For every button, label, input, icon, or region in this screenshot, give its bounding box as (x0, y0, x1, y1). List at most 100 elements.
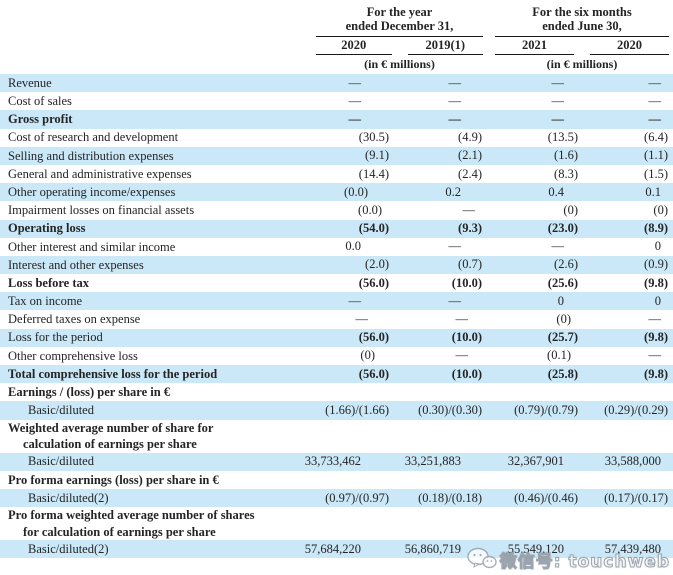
row-label-line1: Pro forma weighted average number of sha… (8, 508, 255, 523)
row-label-line1: Basic/diluted (28, 454, 94, 469)
row-label: General and administrative expenses (0, 166, 310, 183)
table-row: Cost of research and development (30.5) … (0, 129, 673, 147)
cell-year-2020: (56.0) (358, 275, 389, 290)
cell-six-months-2021: 55,549,120 (507, 541, 564, 556)
cell-year-2019: (9.3) (458, 221, 482, 236)
table-row: Selling and distribution expenses (9.1) … (0, 146, 673, 165)
table-row: Cost of sales — — — — (0, 92, 673, 110)
year-labels: 2020 2019(1) (316, 37, 483, 55)
cell-year-2019: — (448, 111, 462, 126)
row-label-line1: Loss for the period (8, 330, 103, 345)
row-label: Weighted average number of share for cal… (0, 420, 310, 453)
table-row: Pro forma earnings (loss) per share in € (0, 471, 673, 489)
row-label-line1: Cost of sales (8, 94, 72, 109)
cell-six-months-2021: (0) (563, 202, 578, 217)
cell-six-months-2020: (9.8) (644, 366, 668, 381)
row-label: Basic/diluted(2) (0, 490, 310, 507)
cell-year-2019: (10.0) (451, 366, 482, 381)
table-row: Other operating income/expenses (0.0) 0.… (0, 183, 673, 202)
row-label-line1: General and administrative expenses (8, 166, 192, 181)
row-label: Impairment losses on financial assets (0, 202, 303, 219)
row-label-line1: Pro forma earnings (loss) per share in € (8, 472, 219, 487)
table-row: Loss before tax (56.0) (10.0) (25.6) (9.… (0, 274, 673, 292)
row-label: Basic/diluted (0, 402, 310, 419)
cell-six-months-2020: (9.8) (644, 275, 668, 290)
cell-year-2019: — (448, 293, 462, 308)
cell-six-months-2020: (0.29)/(0.29) (604, 402, 668, 417)
row-label: Cost of research and development (0, 129, 310, 146)
cell-six-months-2020: (9.8) (644, 330, 668, 345)
table-row: Total comprehensive loss for the period … (0, 365, 673, 384)
cell-six-months-2020: 33,588,000 (604, 454, 661, 469)
table-row: Earnings / (loss) per share in € (0, 383, 673, 401)
cell-year-2020: (9.1) (365, 148, 389, 163)
table-row: Basic/diluted (1.66)/(1.66) (0.30)/(0.30… (0, 401, 673, 420)
table-row: Interest and other expenses (2.0) (0.7) … (0, 255, 673, 275)
row-label: Pro forma weighted average number of sha… (0, 507, 310, 540)
table-row: Weighted average number of share for cal… (0, 420, 673, 453)
cell-year-2020: (2.0) (365, 257, 389, 272)
row-label-line2: for calculation of earnings per share (23, 524, 216, 539)
table-row: Tax on income — — 0 0 (0, 292, 673, 311)
cell-six-months-2020: (0.9) (644, 257, 668, 272)
column-group-six-months: For the six months ended June 30, 2021 2… (495, 5, 669, 72)
row-label: Selling and distribution expenses (0, 148, 310, 165)
cell-six-months-2021: (2.6) (554, 257, 578, 272)
cell-year-2019: 33,251,883 (404, 454, 461, 469)
cell-six-months-2021: (0.1) (547, 348, 571, 363)
cell-six-months-2021: (25.6) (547, 275, 578, 290)
cell-year-2020: 33,733,462 (304, 454, 361, 469)
row-label-line1: Interest and other expenses (8, 257, 144, 272)
row-label: Basic/diluted (0, 453, 282, 470)
cell-six-months-2020: (1.1) (644, 148, 668, 163)
cell-year-2020: — (348, 293, 362, 308)
table-row: Other interest and similar income 0.0 — … (0, 238, 673, 256)
row-label-line1: Loss before tax (8, 275, 90, 290)
row-label: Pro forma earnings (loss) per share in € (0, 472, 310, 489)
cell-six-months-2021: (25.7) (547, 330, 578, 345)
cell-year-2020: (56.0) (358, 366, 389, 381)
units-label: (in € millions) (546, 57, 618, 71)
cell-six-months-2021: — (551, 93, 565, 108)
cell-year-2019: — (448, 239, 462, 254)
cell-year-2019: (2.1) (458, 148, 482, 163)
row-label: Tax on income (0, 293, 282, 310)
cell-year-2020: (54.0) (358, 221, 389, 236)
table-row: Pro forma weighted average number of sha… (0, 507, 673, 540)
cell-six-months-2020: 0 (654, 239, 661, 254)
table-body: Revenue — — — — Cost of sales — — — — Gr… (0, 74, 673, 559)
units-label: (in € millions) (364, 57, 435, 71)
row-label-line1: Basic/diluted(2) (28, 490, 109, 505)
cell-six-months-2021: (8.3) (554, 166, 578, 181)
cell-six-months-2020: — (648, 75, 662, 90)
cell-six-months-2020: (1.5) (644, 166, 668, 181)
row-label: Total comprehensive loss for the period (0, 366, 310, 383)
year-label-2021: 2021 (495, 37, 574, 55)
cell-six-months-2020: (6.4) (644, 130, 668, 145)
cell-year-2020: (0.0) (344, 184, 368, 199)
row-label-line1: Deferred taxes on expense (8, 312, 141, 327)
cell-six-months-2020: (0) (653, 202, 668, 217)
table-row: General and administrative expenses (14.… (0, 165, 673, 183)
cell-year-2019: (10.0) (451, 330, 482, 345)
row-label: Loss before tax (0, 275, 310, 292)
row-label-line1: Other comprehensive loss (8, 348, 138, 363)
cell-six-months-2020: 0.1 (645, 184, 661, 199)
row-label-line1: Selling and distribution expenses (8, 148, 174, 163)
row-label: Gross profit (0, 111, 282, 128)
cell-year-2019: 0.2 (445, 184, 461, 199)
cell-year-2020: — (355, 312, 369, 327)
row-label: Operating loss (0, 220, 310, 237)
cell-year-2019: (0.30)/(0.30) (418, 402, 482, 417)
row-label-line1: Basic/diluted(2) (28, 541, 109, 556)
cell-year-2020: 0.0 (345, 239, 361, 254)
cell-six-months-2021: (0.79)/(0.79) (514, 402, 578, 417)
table-row: Operating loss (54.0) (9.3) (23.0) (8.9) (0, 219, 673, 238)
cell-year-2019: — (455, 348, 469, 363)
row-label: Other comprehensive loss (0, 348, 296, 365)
cell-six-months-2021: (23.0) (547, 221, 578, 236)
year-labels: 2021 2020 (495, 37, 669, 55)
row-label-line2: calculation of earnings per share (23, 437, 197, 452)
cell-year-2020: 57,684,220 (304, 541, 361, 556)
row-label-line1: Operating loss (8, 221, 86, 236)
